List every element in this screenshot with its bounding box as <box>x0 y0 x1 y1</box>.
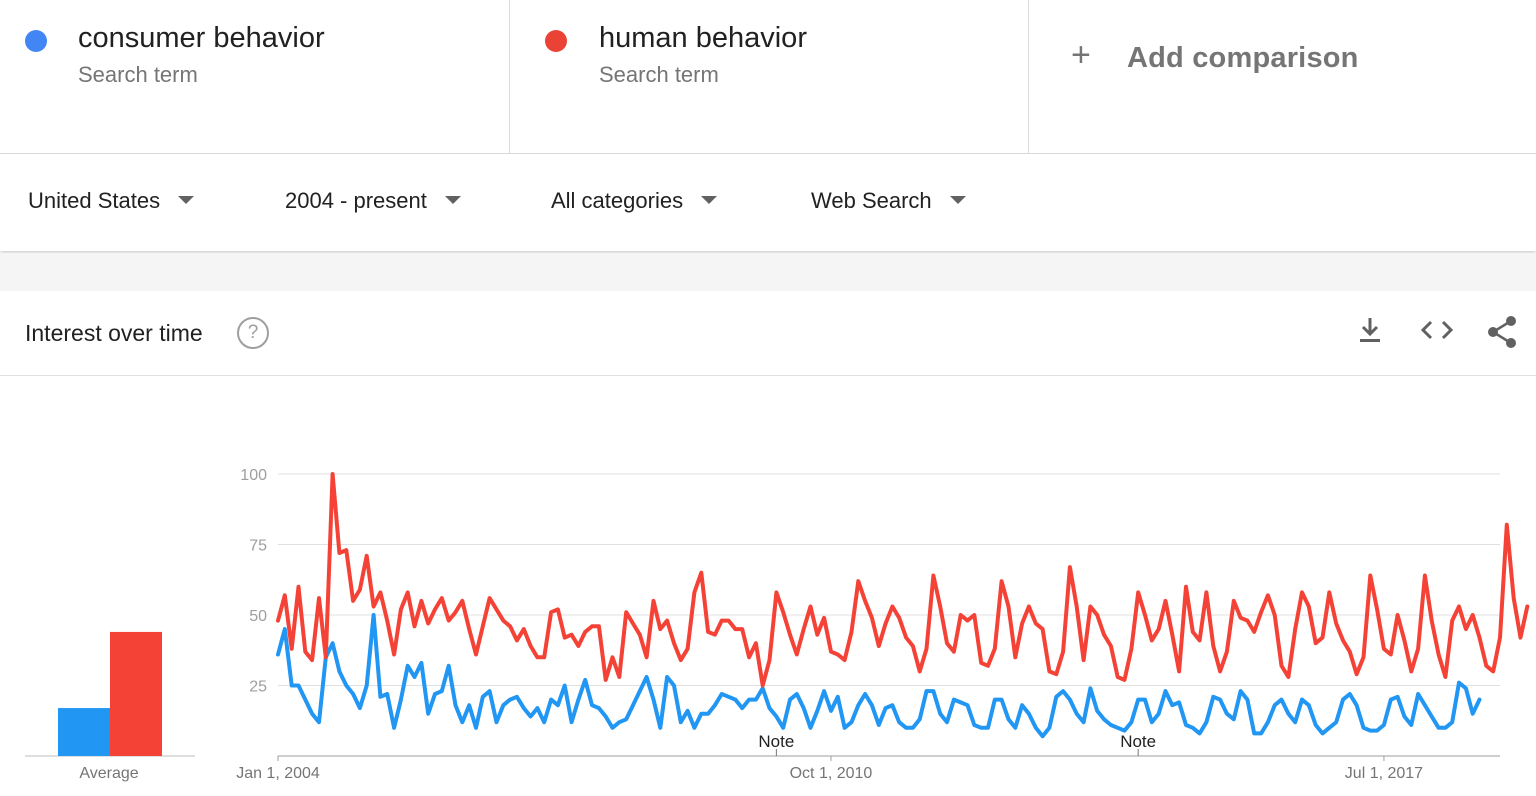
plus-icon: + <box>1071 36 1091 74</box>
search-type-label: Web Search <box>811 188 932 213</box>
caret-down-icon <box>701 196 718 205</box>
caret-down-icon <box>178 196 195 205</box>
card-title: Interest over time <box>25 320 203 346</box>
average-bar-consumer-behavior <box>58 708 110 756</box>
section-divider <box>0 253 1536 291</box>
region-dropdown[interactable]: United States <box>28 188 195 214</box>
y-tick-label: 25 <box>249 679 267 696</box>
x-tick-label: Jul 1, 2017 <box>1345 765 1423 782</box>
search-terms-bar: consumer behavior Search term human beha… <box>0 0 1536 154</box>
y-tick-label: 75 <box>249 538 267 555</box>
search-term-type: Search term <box>78 62 198 87</box>
x-tick-label: Jan 1, 2004 <box>236 765 320 782</box>
series-line-consumer-behavior <box>276 613 1482 739</box>
x-tick-label: Oct 1, 2010 <box>790 765 873 782</box>
search-type-dropdown[interactable]: Web Search <box>811 188 966 214</box>
average-bar-human-behavior <box>110 631 162 756</box>
region-label: United States <box>28 188 161 213</box>
help-icon[interactable]: ? <box>237 317 269 349</box>
caret-down-icon <box>949 196 966 205</box>
share-icon[interactable] <box>1486 315 1518 354</box>
interest-chart: Average 25 50 75 100 Jan 1, 2004 Oct 1, 2010 Ju… <box>25 467 1530 782</box>
y-tick-label: 100 <box>240 467 267 484</box>
search-term-human-behavior[interactable]: human behavior Search term <box>509 0 1018 153</box>
embed-icon[interactable] <box>1420 315 1454 350</box>
download-icon[interactable] <box>1356 315 1384 350</box>
search-term-type: Search term <box>599 62 719 87</box>
add-comparison-button[interactable]: + Add comparison <box>1028 0 1536 153</box>
search-term-name: consumer behavior <box>78 22 325 54</box>
search-term-consumer-behavior[interactable]: consumer behavior Search term <box>0 0 508 153</box>
filters-bar: United States 2004 - present All categor… <box>0 154 1536 251</box>
add-comparison-label: Add comparison <box>1127 42 1359 74</box>
note-label: Note <box>758 732 794 751</box>
y-tick-label: 50 <box>249 608 267 625</box>
time-range-dropdown[interactable]: 2004 - present <box>285 188 461 214</box>
series-color-dot <box>545 30 567 52</box>
series-color-dot <box>25 30 47 52</box>
average-label: Average <box>79 765 138 782</box>
search-term-name: human behavior <box>599 22 807 54</box>
category-dropdown[interactable]: All categories <box>551 188 718 214</box>
series-line-human-behavior <box>276 472 1530 688</box>
caret-down-icon <box>444 196 461 205</box>
note-label: Note <box>1120 732 1156 751</box>
time-range-label: 2004 - present <box>285 188 427 213</box>
category-label: All categories <box>551 188 684 213</box>
interest-over-time-header: Interest over time ? <box>0 291 1536 376</box>
